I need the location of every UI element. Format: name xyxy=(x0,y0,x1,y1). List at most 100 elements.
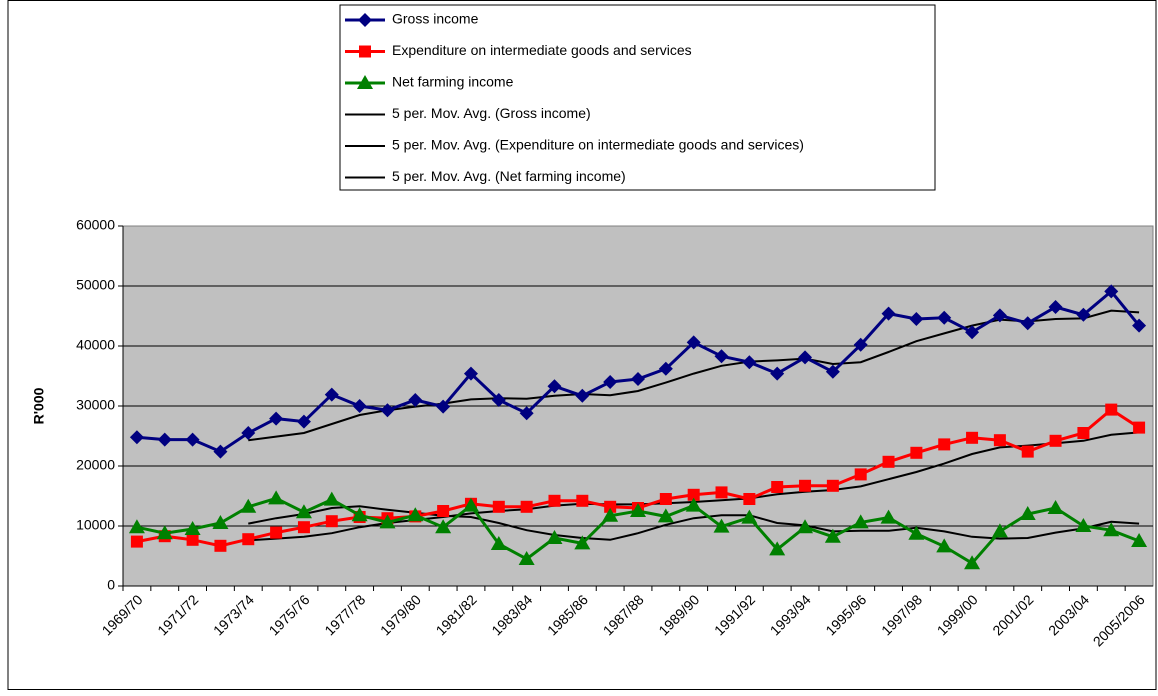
y-tick-label: 20000 xyxy=(76,457,115,473)
marker-triangle xyxy=(741,509,758,524)
marker-triangle xyxy=(462,497,479,512)
marker-triangle xyxy=(546,530,563,544)
marker-triangle xyxy=(574,535,591,550)
marker-diamond xyxy=(241,426,256,440)
marker-diamond xyxy=(324,387,339,402)
marker-square xyxy=(130,535,143,548)
marker-diamond xyxy=(296,414,311,429)
marker-square xyxy=(1049,434,1062,447)
marker-diamond xyxy=(436,399,451,414)
marker-diamond xyxy=(1048,300,1063,314)
marker-triangle xyxy=(908,525,925,540)
marker-triangle xyxy=(824,528,841,543)
marker-square xyxy=(687,488,700,501)
marker-triangle xyxy=(852,514,869,529)
marker-diamond xyxy=(408,393,423,407)
marker-triangle xyxy=(295,504,312,519)
marker-triangle xyxy=(1019,506,1036,520)
marker-triangle xyxy=(991,523,1008,538)
marker-square xyxy=(214,539,227,552)
marker-square xyxy=(520,500,533,513)
marker-triangle xyxy=(880,509,897,524)
marker-square xyxy=(799,479,812,492)
marker-square xyxy=(826,479,839,492)
marker-square xyxy=(1021,445,1034,458)
marker-triangle xyxy=(240,498,257,513)
marker-diamond xyxy=(714,349,729,364)
marker-square xyxy=(1133,421,1146,434)
marker-diamond xyxy=(491,393,506,407)
marker-square xyxy=(771,481,784,493)
marker-square xyxy=(715,486,728,499)
marker-triangle xyxy=(1047,500,1064,514)
legend-label: Gross income xyxy=(392,11,479,27)
marker-diamond xyxy=(380,403,395,418)
marker-triangle xyxy=(1075,518,1092,532)
marker-diamond xyxy=(1132,318,1147,333)
marker-triangle xyxy=(268,490,285,505)
marker-square xyxy=(966,431,979,444)
marker-square xyxy=(854,468,867,481)
marker-triangle xyxy=(1131,533,1148,547)
legend-label: 5 per. Mov. Avg. (Expenditure on interme… xyxy=(392,137,804,153)
marker-triangle xyxy=(490,536,507,550)
marker-square xyxy=(659,493,672,505)
marker-diamond xyxy=(798,350,813,365)
marker-diamond xyxy=(1020,316,1035,331)
marker-square xyxy=(325,515,338,528)
marker-diamond xyxy=(965,325,980,340)
marker-square xyxy=(576,494,589,507)
marker-triangle xyxy=(685,497,702,512)
marker-triangle xyxy=(407,507,424,522)
marker-diamond xyxy=(547,379,562,394)
marker-triangle xyxy=(518,551,535,565)
marker-triangle xyxy=(323,491,340,506)
marker-diamond xyxy=(937,310,952,325)
marker-triangle xyxy=(128,519,145,534)
marker-diamond xyxy=(658,361,673,376)
marker-diamond xyxy=(213,444,228,459)
marker-diamond xyxy=(185,432,200,447)
marker-triangle xyxy=(357,75,373,89)
marker-diamond xyxy=(603,375,618,389)
marker-diamond xyxy=(519,406,534,421)
marker-diamond xyxy=(1076,307,1091,322)
legend-label: Expenditure on intermediate goods and se… xyxy=(392,42,692,58)
marker-square xyxy=(743,493,756,505)
marker-diamond xyxy=(358,13,372,27)
marker-triangle xyxy=(797,519,814,534)
marker-square xyxy=(548,494,561,507)
marker-square xyxy=(270,526,283,539)
legend-label: 5 per. Mov. Avg. (Net farming income) xyxy=(392,168,626,184)
marker-triangle xyxy=(1103,522,1120,537)
marker-diamond xyxy=(1104,284,1119,299)
marker-triangle xyxy=(936,538,953,553)
marker-square xyxy=(910,446,923,459)
marker-square xyxy=(1105,403,1118,416)
marker-square xyxy=(242,533,255,546)
marker-square xyxy=(359,45,371,58)
marker-triangle xyxy=(212,515,229,529)
marker-diamond xyxy=(631,372,645,386)
marker-triangle xyxy=(713,518,730,533)
legend-box xyxy=(339,4,936,191)
legend-label: 5 per. Mov. Avg. (Gross income) xyxy=(392,105,591,121)
marker-diamond xyxy=(463,366,478,381)
series-line xyxy=(248,505,1140,541)
marker-square xyxy=(882,455,895,468)
marker-square xyxy=(437,505,450,517)
y-tick-label: 10000 xyxy=(76,517,115,533)
marker-diamond xyxy=(352,399,367,413)
marker-diamond xyxy=(742,355,757,370)
marker-diamond xyxy=(770,366,785,381)
y-axis-title: R'000 xyxy=(31,387,47,424)
marker-square xyxy=(993,434,1006,447)
marker-square xyxy=(1077,427,1090,439)
marker-diamond xyxy=(881,306,896,321)
marker-triangle xyxy=(351,507,368,522)
marker-triangle xyxy=(630,503,646,517)
marker-diamond xyxy=(129,430,144,445)
marker-triangle xyxy=(964,555,981,570)
y-tick-label: 0 xyxy=(107,577,115,593)
y-tick-label: 30000 xyxy=(76,397,115,413)
